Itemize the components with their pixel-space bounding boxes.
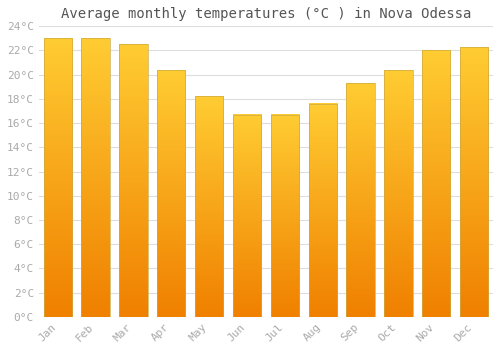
Bar: [308, 104, 337, 317]
Bar: [460, 47, 488, 317]
Bar: [119, 44, 148, 317]
Bar: [82, 38, 110, 317]
Bar: [384, 70, 412, 317]
Bar: [422, 50, 450, 317]
Bar: [119, 44, 148, 317]
Bar: [157, 70, 186, 317]
Bar: [82, 38, 110, 317]
Bar: [195, 97, 224, 317]
Bar: [460, 47, 488, 317]
Bar: [384, 70, 412, 317]
Bar: [233, 115, 261, 317]
Bar: [270, 115, 299, 317]
Bar: [44, 38, 72, 317]
Bar: [157, 70, 186, 317]
Bar: [195, 97, 224, 317]
Title: Average monthly temperatures (°C ) in Nova Odessa: Average monthly temperatures (°C ) in No…: [60, 7, 471, 21]
Bar: [346, 83, 375, 317]
Bar: [308, 104, 337, 317]
Bar: [270, 115, 299, 317]
Bar: [233, 115, 261, 317]
Bar: [44, 38, 72, 317]
Bar: [346, 83, 375, 317]
Bar: [422, 50, 450, 317]
